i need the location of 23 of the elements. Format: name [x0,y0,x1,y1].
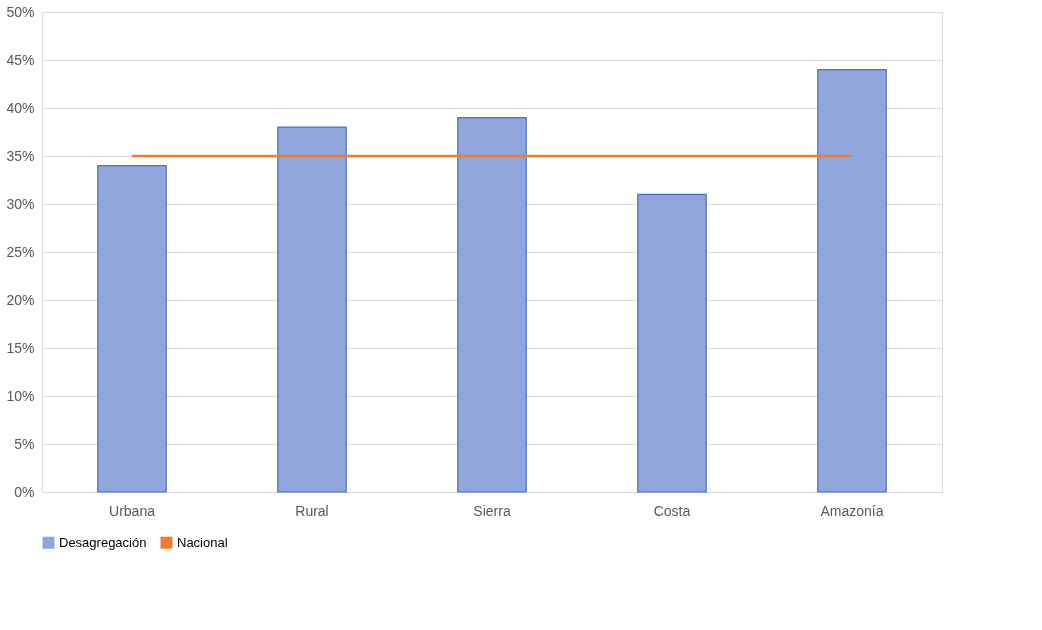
bar [277,126,347,493]
y-tick-label: 0% [14,483,35,500]
y-tick-label: 25% [6,243,35,260]
x-tick-label: Amazonía [820,502,884,519]
bar [457,117,527,493]
bar [817,69,887,493]
y-tick-label: 45% [6,51,35,68]
legend-label: Desagregación [59,534,147,550]
y-tick-label: 5% [14,435,35,452]
x-tick-label: Costa [653,502,691,519]
x-tick-label: Sierra [473,502,511,519]
x-tick-label: Rural [295,502,329,519]
y-tick-label: 10% [6,387,35,404]
y-tick-label: 30% [6,195,35,212]
x-tick-label: Urbana [109,502,156,519]
y-tick-label: 15% [6,339,35,356]
y-tick-label: 40% [6,99,35,116]
legend-label: Nacional [177,534,228,550]
y-tick-label: 20% [6,291,35,308]
y-tick-label: 50% [6,3,35,20]
bar [637,193,707,493]
y-tick-label: 35% [6,147,35,164]
bar [97,165,167,493]
